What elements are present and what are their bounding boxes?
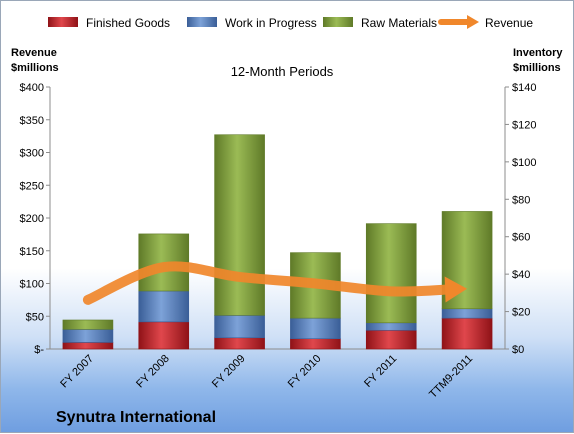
left-tick-label: $350 — [20, 115, 44, 127]
right-tick-label: $140 — [512, 82, 536, 94]
bar-finished-goods — [138, 321, 190, 350]
legend-label-finished-goods: Finished Goods — [86, 16, 170, 30]
left-tick-label: $400 — [20, 82, 44, 94]
bar-work-in-progress — [214, 315, 265, 339]
x-tick-label: FY 2009 — [210, 353, 248, 391]
bar-raw-materials — [214, 134, 265, 316]
bar-work-in-progress — [138, 290, 190, 323]
bar-work-in-progress — [365, 322, 417, 331]
revenue-arrowhead — [444, 276, 468, 303]
x-tick-label: FY 2010 — [286, 353, 324, 391]
legend-swatch-raw-materials — [323, 17, 353, 27]
bar-finished-goods — [290, 338, 341, 350]
right-tick-label: $100 — [512, 157, 536, 169]
left-tick-label: $150 — [20, 246, 44, 258]
left-tick-label: $200 — [20, 213, 44, 225]
left-tick-label: $250 — [20, 180, 44, 192]
left-axis-ticks: $- $50 $100 $150 $200 $250 $300 $350 $400 — [20, 82, 50, 356]
bar-work-in-progress — [290, 317, 341, 340]
revenue-line — [82, 261, 459, 305]
x-tick-label: TTM9-2011 — [427, 353, 475, 401]
right-axis-label-line2: $millions — [513, 62, 561, 74]
left-axis-label-line1: Revenue — [11, 47, 57, 59]
legend-label-work-in-progress: Work in Progress — [225, 16, 317, 30]
bar-work-in-progress — [62, 329, 114, 343]
legend-swatch-revenue-arrowhead — [467, 15, 479, 29]
stacked-bars — [62, 134, 493, 350]
right-tick-label: $20 — [512, 307, 530, 319]
x-tick-label: FY 2007 — [58, 353, 96, 391]
right-axis-label-line1: Inventory — [513, 47, 563, 59]
x-tick-label: FY 2011 — [362, 353, 399, 390]
bar-raw-materials — [62, 319, 114, 330]
right-axis-ticks: $0 $20 $40 $60 $80 $100 $120 $140 — [505, 82, 536, 356]
left-tick-label: $300 — [20, 148, 44, 160]
x-tick-label: FY 2008 — [134, 353, 172, 391]
bar-finished-goods — [62, 342, 114, 350]
right-tick-label: $60 — [512, 232, 530, 244]
bar-work-in-progress — [441, 308, 493, 319]
right-tick-label: $40 — [512, 269, 530, 281]
bar-raw-materials — [365, 223, 417, 324]
legend-swatch-work-in-progress — [187, 17, 217, 27]
x-axis-tick-labels: FY 2007 FY 2008 FY 2009 FY 2010 FY 2011 TTM9-… — [58, 353, 475, 401]
left-tick-label: $- — [34, 344, 44, 356]
bar-finished-goods — [441, 317, 493, 350]
bar-finished-goods — [214, 337, 265, 350]
left-tick-label: $50 — [26, 311, 44, 323]
company-name: Synutra International — [56, 409, 216, 426]
revenue-line-layer — [82, 261, 468, 305]
right-tick-label: $120 — [512, 119, 536, 131]
legend: Finished Goods Work in Progress Raw Mate… — [48, 15, 533, 30]
left-tick-label: $100 — [20, 279, 44, 291]
legend-swatch-finished-goods — [48, 17, 78, 27]
legend-label-revenue: Revenue — [485, 16, 533, 30]
right-tick-label: $0 — [512, 344, 524, 356]
chart-subtitle: 12-Month Periods — [231, 64, 334, 79]
bar-finished-goods — [365, 329, 417, 350]
left-axis-label-line2: $millions — [11, 62, 59, 74]
right-tick-label: $80 — [512, 194, 530, 206]
legend-label-raw-materials: Raw Materials — [361, 16, 437, 30]
